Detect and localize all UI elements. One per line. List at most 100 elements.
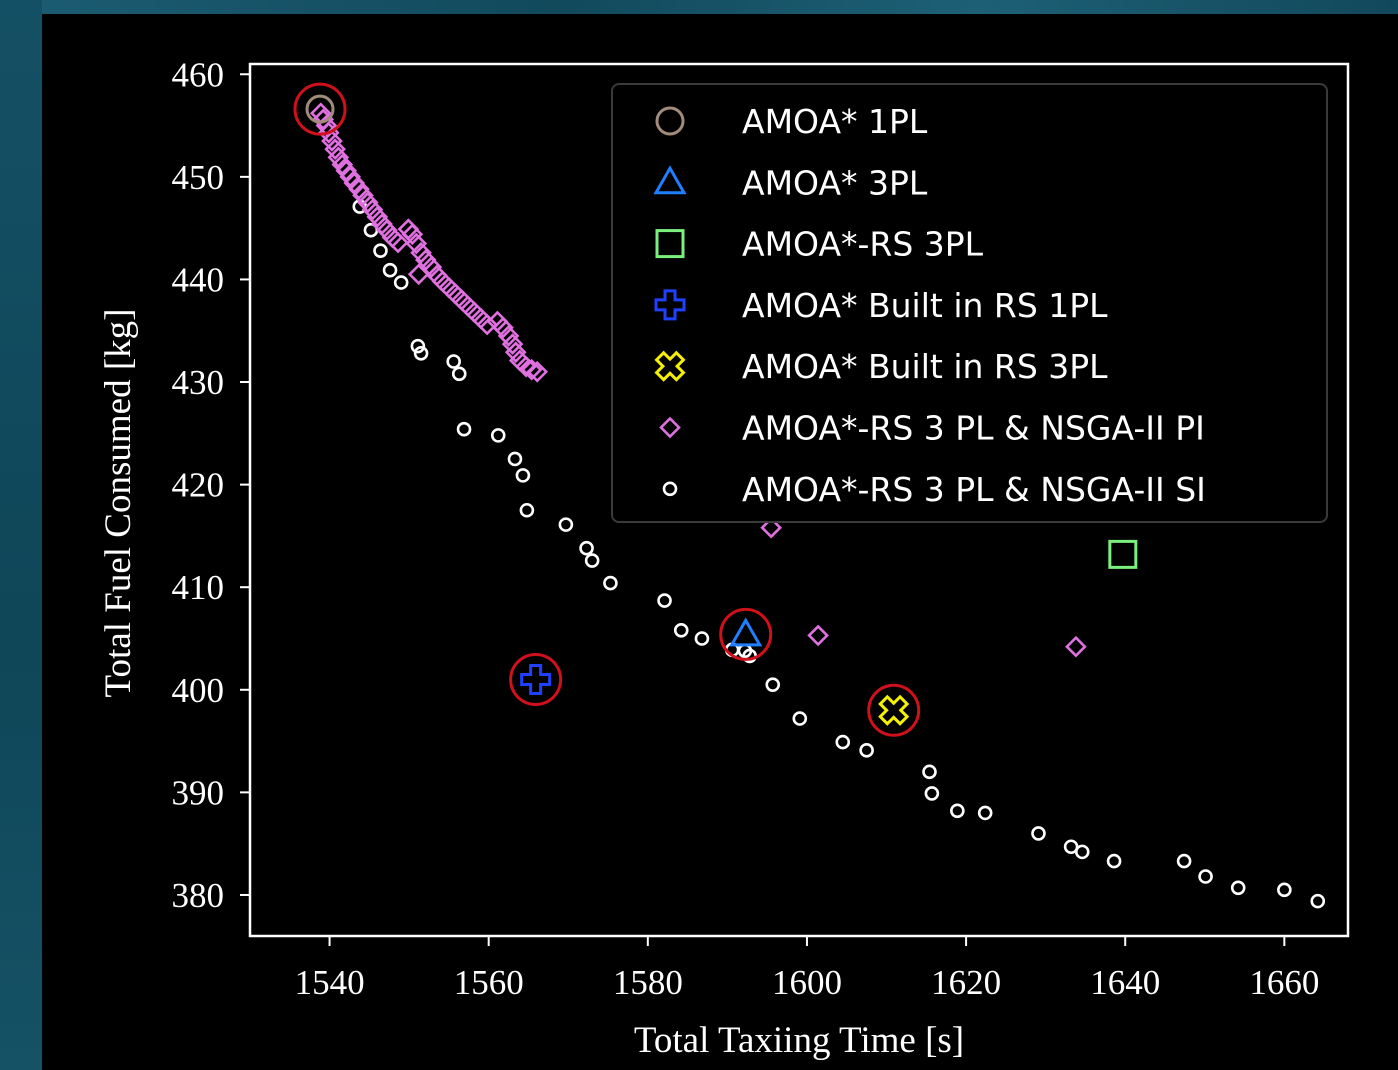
- data-point-small-circle: [1106, 853, 1122, 869]
- legend-label: AMOA* 1PL: [742, 102, 928, 141]
- data-point-small-circle: [673, 622, 689, 638]
- data-point-diamond: [335, 159, 358, 182]
- legend-label: AMOA* 3PL: [742, 163, 928, 202]
- data-point-diamond: [387, 231, 409, 254]
- data-point-small-circle: [765, 677, 781, 692]
- data-point-small-circle: [922, 764, 937, 780]
- data-point-small-circle: [373, 243, 388, 259]
- y-tick-label: 390: [172, 773, 225, 812]
- legend-marker: [653, 165, 687, 195]
- data-point-diamond: [807, 624, 829, 647]
- data-point-diamond: [501, 333, 524, 355]
- data-point-small-circle: [924, 786, 940, 801]
- highlight-ring: [719, 607, 773, 661]
- data-point-small-circle: [584, 553, 600, 568]
- data-point-diamond: [515, 355, 537, 378]
- x-tick-label: 1660: [1249, 963, 1319, 1002]
- data-point-small-circle: [507, 451, 523, 467]
- data-point-small-circle: [413, 345, 429, 361]
- legend-marker: [655, 106, 685, 136]
- x-tick-label: 1600: [772, 963, 842, 1002]
- data-point-small-circle: [410, 338, 426, 354]
- data-point-small-circle: [579, 540, 594, 556]
- data-point-diamond: [331, 153, 354, 176]
- data-point-diamond: [760, 516, 782, 539]
- data-point-plus: [520, 664, 552, 696]
- y-tick-label: 430: [172, 363, 225, 402]
- data-point-small-circle: [603, 575, 618, 591]
- data-point-small-circle: [1310, 893, 1326, 909]
- legend-marker: [654, 350, 686, 382]
- data-point-x-cross: [878, 694, 910, 726]
- data-point-diamond: [526, 360, 549, 383]
- x-tick-label: 1640: [1090, 963, 1160, 1002]
- data-point-diamond: [457, 295, 479, 317]
- data-point-diamond: [420, 256, 443, 278]
- data-point-diamond: [352, 184, 374, 207]
- highlight-ring: [293, 82, 347, 136]
- legend-label: AMOA* Built in RS 3PL: [742, 347, 1108, 386]
- data-point-small-circle: [1277, 882, 1292, 898]
- data-point-diamond: [401, 223, 424, 246]
- x-axis-title: Total Taxiing Time [s]: [634, 1020, 964, 1061]
- legend-marker: [659, 416, 681, 439]
- data-point-diamond: [438, 276, 460, 299]
- background-left-strip: [0, 0, 42, 1070]
- y-tick-label: 420: [172, 466, 225, 505]
- data-point-diamond: [366, 206, 389, 228]
- highlight-ring: [509, 653, 563, 707]
- legend-marker: [655, 229, 685, 259]
- data-point-circle: [305, 94, 335, 124]
- data-point-diamond: [476, 313, 498, 336]
- data-point-diamond: [450, 289, 473, 311]
- data-point-small-circle: [456, 421, 472, 437]
- y-tick-label: 440: [172, 260, 225, 299]
- data-point-small-circle: [1031, 826, 1046, 841]
- y-tick-label: 450: [172, 158, 225, 197]
- data-point-small-circle: [694, 631, 710, 646]
- data-point-small-circle: [1176, 853, 1192, 869]
- data-point-diamond: [463, 301, 486, 324]
- data-point-small-circle: [950, 803, 965, 819]
- data-point-diamond: [327, 146, 350, 169]
- legend-box: [611, 83, 1328, 523]
- y-tick-label: 380: [172, 876, 225, 915]
- y-tick-label: 400: [172, 671, 225, 710]
- plot-frame: [248, 62, 1350, 938]
- data-point-small-circle: [859, 743, 874, 758]
- y-axis-title: Total Fuel Consumed [kg]: [98, 309, 139, 698]
- highlight-ring: [867, 683, 921, 737]
- x-tick-label: 1620: [931, 963, 1001, 1002]
- data-point-diamond: [431, 270, 454, 293]
- data-point-small-circle: [446, 354, 461, 369]
- x-tick-label: 1580: [613, 963, 683, 1002]
- data-point-small-circle: [451, 366, 467, 382]
- data-point-diamond: [410, 241, 432, 264]
- data-point-small-circle: [515, 468, 531, 483]
- data-point-small-circle: [1074, 844, 1090, 860]
- data-point-small-circle: [558, 517, 574, 532]
- data-point-diamond: [324, 138, 346, 160]
- data-point-diamond: [348, 178, 370, 200]
- data-point-diamond: [361, 198, 384, 221]
- data-point-diamond: [407, 263, 430, 286]
- data-point-diamond: [321, 130, 343, 152]
- legend-marker: [654, 289, 686, 321]
- data-point-triangle: [729, 617, 763, 647]
- legend-label: AMOA*-RS 3 PL & NSGA-II SI: [742, 470, 1206, 509]
- data-point-diamond: [444, 282, 467, 305]
- data-point-small-circle: [393, 275, 409, 290]
- data-point-small-circle: [792, 711, 808, 726]
- legend-label: AMOA* Built in RS 1PL: [742, 286, 1108, 325]
- data-point-diamond: [469, 307, 492, 330]
- legend-label: AMOA*-RS 3PL: [742, 225, 984, 264]
- y-tick-label: 410: [172, 568, 225, 607]
- data-point-small-circle: [519, 502, 535, 518]
- data-point-small-circle: [1198, 869, 1213, 884]
- data-point-diamond: [1065, 635, 1087, 658]
- data-point-small-circle: [835, 734, 851, 750]
- legend-marker: [662, 481, 678, 497]
- x-tick-label: 1560: [454, 963, 524, 1002]
- legend-label: AMOA*-RS 3 PL & NSGA-II PI: [742, 409, 1205, 448]
